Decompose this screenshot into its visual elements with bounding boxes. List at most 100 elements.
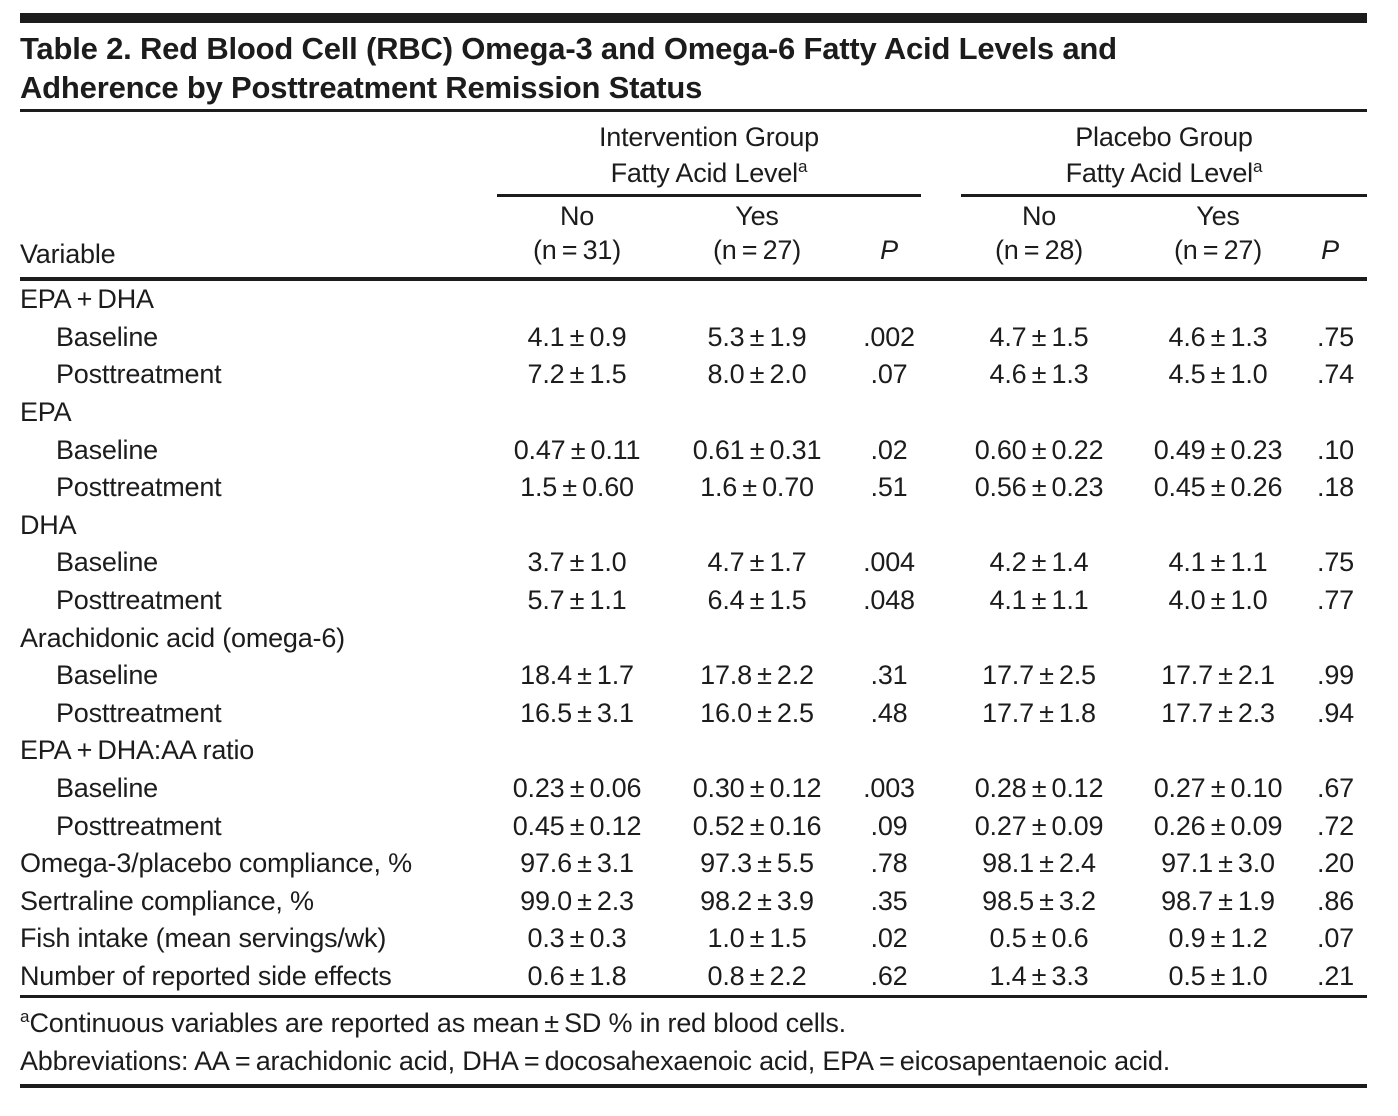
row-label: Fish intake (mean servings/wk): [20, 923, 387, 954]
p-value-cell: .62: [847, 957, 931, 999]
intervention-group-line1: Intervention Group: [598, 122, 820, 152]
spacer-cell: [931, 469, 949, 507]
value-cell: 4.2 ± 1.4: [989, 547, 1089, 578]
value-cell: 5.3 ± 1.9: [707, 321, 807, 352]
value-cell: 0.61 ± 0.31: [692, 434, 822, 465]
value-cell: 4.6 ± 1.3: [989, 359, 1089, 390]
section-label: DHA: [20, 509, 77, 540]
section-row: EPA + DHA:AA ratio: [20, 732, 1367, 770]
p-value-cell: .10: [1317, 434, 1354, 465]
value-cell: 0.26 ± 0.09: [1153, 810, 1283, 841]
col-header-intervention-yes: Yes: [735, 200, 779, 231]
p-value-cell: .31: [870, 660, 908, 691]
table-row: Posttreatment 7.2 ± 1.5 8.0 ± 2.0 .07 4.…: [20, 356, 1367, 394]
value-cell: 97.6 ± 3.1: [520, 848, 634, 879]
spacer-cell: [931, 920, 949, 958]
value-cell: 0.45 ± 0.26: [1153, 472, 1283, 503]
table-row: Number of reported side effects 0.6 ± 1.…: [20, 957, 1367, 999]
value-cell: 4.7 ± 1.5: [989, 321, 1089, 352]
spacer-cell: [931, 770, 949, 808]
col-header-placebo-no: No: [1021, 200, 1057, 231]
placebo-group-header: Placebo Group Fatty Acid Levela: [949, 112, 1367, 197]
value-cell: 4.1 ± 1.1: [989, 585, 1089, 616]
value-cell: 17.8 ± 2.2: [700, 660, 814, 691]
p-value-cell: .02: [870, 434, 908, 465]
section-row: EPA: [20, 394, 1367, 432]
col-header-placebo-yes-n: (n = 27): [1129, 235, 1307, 281]
p-value-cell: .99: [1317, 660, 1354, 691]
spacer-cell: [931, 957, 949, 999]
row-label: Baseline: [56, 547, 158, 578]
value-cell: 4.1 ± 0.9: [527, 321, 627, 352]
p-value-cell: .07: [870, 359, 908, 390]
row-label: Number of reported side effects: [20, 957, 487, 999]
row-label: Baseline: [56, 660, 158, 691]
value-cell: 0.9 ± 1.2: [1168, 923, 1268, 954]
p-value-cell: .94: [1317, 697, 1354, 728]
value-cell: 98.1 ± 2.4: [982, 848, 1096, 879]
value-cell: 0.8 ± 2.2: [667, 957, 847, 999]
value-cell: 0.45 ± 0.12: [512, 810, 642, 841]
value-cell: 4.7 ± 1.7: [707, 547, 807, 578]
table-row: Posttreatment 16.5 ± 3.1 16.0 ± 2.5 .48 …: [20, 695, 1367, 733]
value-cell: 0.27 ± 0.10: [1153, 773, 1283, 804]
row-label: Posttreatment: [56, 359, 222, 390]
col-header-intervention-no-n: (n = 31): [487, 235, 667, 281]
p-value-cell: .048: [863, 585, 915, 616]
spacer-cell: [931, 431, 949, 469]
value-cell: 4.0 ± 1.0: [1168, 585, 1268, 616]
p-value-cell: .51: [870, 472, 908, 503]
intervention-group-spanner: Intervention Group Fatty Acid Levela: [497, 119, 921, 197]
placebo-group-line1: Placebo Group: [1075, 122, 1253, 152]
p-value-cell: .75: [1317, 547, 1354, 578]
value-cell: 4.5 ± 1.0: [1168, 359, 1268, 390]
p-value-cell: .20: [1317, 848, 1354, 879]
value-cell: 0.28 ± 0.12: [974, 773, 1104, 804]
p-value-cell: .07: [1317, 923, 1354, 954]
spacer-cell: [931, 807, 949, 845]
col-header-intervention-p-top: [847, 197, 931, 235]
section-row: DHA: [20, 507, 1367, 545]
subheader-row-bottom: (n = 31) (n = 27) P (n = 28) (n = 27) P: [20, 235, 1367, 281]
spacer-cell: [931, 319, 949, 357]
table-row: Fish intake (mean servings/wk) 0.3 ± 0.3…: [20, 920, 1367, 958]
spacer-cell: [931, 695, 949, 733]
col-header-intervention-yes-n: (n = 27): [667, 235, 847, 281]
table-row: Baseline 0.47 ± 0.11 0.61 ± 0.31 .02 0.6…: [20, 431, 1367, 469]
value-cell: 0.6 ± 1.8: [487, 957, 667, 999]
value-cell: 18.4 ± 1.7: [520, 660, 634, 691]
row-label: Omega-3/placebo compliance, %: [20, 848, 412, 879]
spacer-cell: [931, 657, 949, 695]
p-value-cell: .21: [1307, 957, 1367, 999]
value-cell: 0.5 ± 1.0: [1129, 957, 1307, 999]
section-row: Arachidonic acid (omega-6): [20, 619, 1367, 657]
table-title-line2: Adherence by Posttreatment Remission Sta…: [20, 70, 703, 105]
row-label: Posttreatment: [56, 810, 222, 841]
value-cell: 98.7 ± 1.9: [1161, 885, 1275, 916]
p-value-cell: .77: [1317, 585, 1354, 616]
table-row: Posttreatment 0.45 ± 0.12 0.52 ± 0.16 .0…: [20, 807, 1367, 845]
value-cell: 0.49 ± 0.23: [1153, 434, 1283, 465]
intervention-group-header: Intervention Group Fatty Acid Levela: [487, 112, 931, 197]
p-value-cell: .67: [1317, 773, 1354, 804]
col-header-placebo-yes: Yes: [1196, 200, 1240, 231]
value-cell: 5.7 ± 1.1: [527, 585, 627, 616]
value-cell: 0.52 ± 0.16: [692, 810, 822, 841]
value-cell: 99.0 ± 2.3: [520, 885, 634, 916]
variable-column-header: Variable: [20, 112, 487, 281]
p-value-cell: .78: [870, 848, 908, 879]
placebo-group-line2: Fatty Acid Levela: [1065, 157, 1263, 188]
col-header-intervention-p: P: [847, 235, 931, 281]
table-top-rule: [20, 13, 1367, 23]
footnote-marker-a: a: [797, 157, 808, 176]
value-cell: 98.2 ± 3.9: [700, 885, 814, 916]
placebo-group-spanner: Placebo Group Fatty Acid Levela: [961, 119, 1367, 197]
spacer-cell: [931, 582, 949, 620]
row-label: Posttreatment: [56, 697, 222, 728]
col-header-placebo-p: P: [1307, 235, 1367, 281]
value-cell: 17.7 ± 2.1: [1161, 660, 1275, 691]
group-header-row: Variable Intervention Group Fatty Acid L…: [20, 112, 1367, 281]
spacer-cell: [931, 544, 949, 582]
value-cell: 0.3 ± 0.3: [527, 923, 627, 954]
value-cell: 0.60 ± 0.22: [974, 434, 1104, 465]
